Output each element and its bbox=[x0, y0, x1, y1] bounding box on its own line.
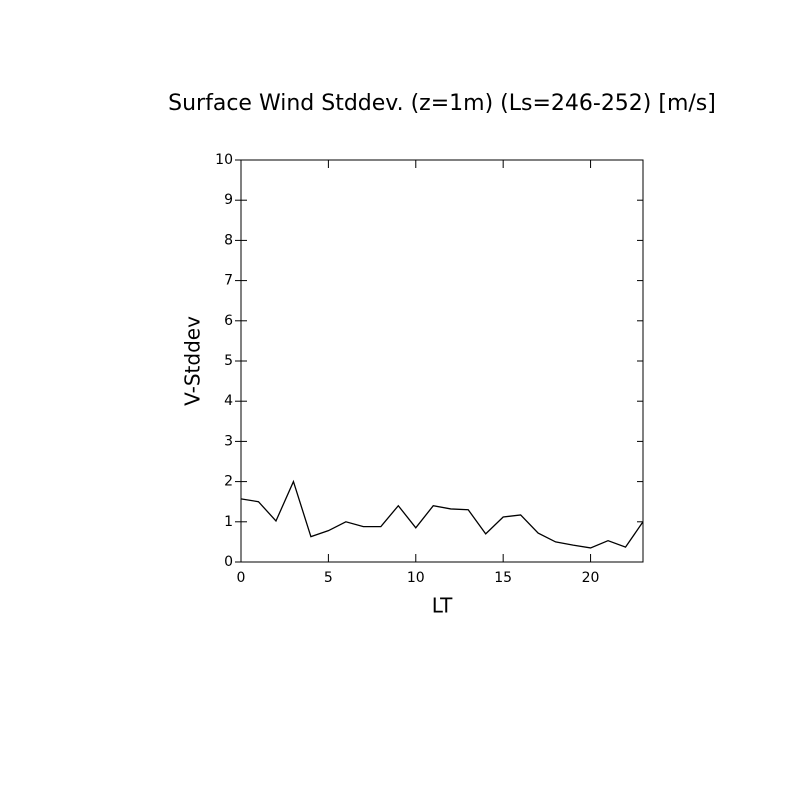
x-tick-label: 10 bbox=[407, 570, 425, 586]
x-tick-label: 0 bbox=[237, 570, 246, 586]
data-line bbox=[240, 479, 644, 549]
y-tick-label: 1 bbox=[224, 514, 233, 530]
y-tick-label: 9 bbox=[224, 192, 233, 208]
y-tick-label: 8 bbox=[224, 232, 233, 248]
y-tick-label: 2 bbox=[224, 474, 233, 490]
y-tick-label: 5 bbox=[224, 353, 233, 369]
y-tick-label: 4 bbox=[224, 393, 233, 409]
x-axis-label: LT bbox=[432, 594, 453, 618]
y-tick-label: 10 bbox=[215, 152, 233, 168]
y-tick-label: 6 bbox=[224, 313, 233, 329]
y-axis-label: V-Stddev bbox=[181, 316, 205, 406]
plot-frame bbox=[240, 159, 644, 563]
x-tick-label: 20 bbox=[582, 570, 600, 586]
x-tick-label: 5 bbox=[324, 570, 333, 586]
x-tick-label: 15 bbox=[494, 570, 512, 586]
y-tick-label: 0 bbox=[224, 554, 233, 570]
y-tick-label: 7 bbox=[224, 273, 233, 289]
chart-title: Surface Wind Stddev. (z=1m) (Ls=246-252)… bbox=[168, 91, 716, 116]
y-tick-label: 3 bbox=[224, 433, 233, 449]
